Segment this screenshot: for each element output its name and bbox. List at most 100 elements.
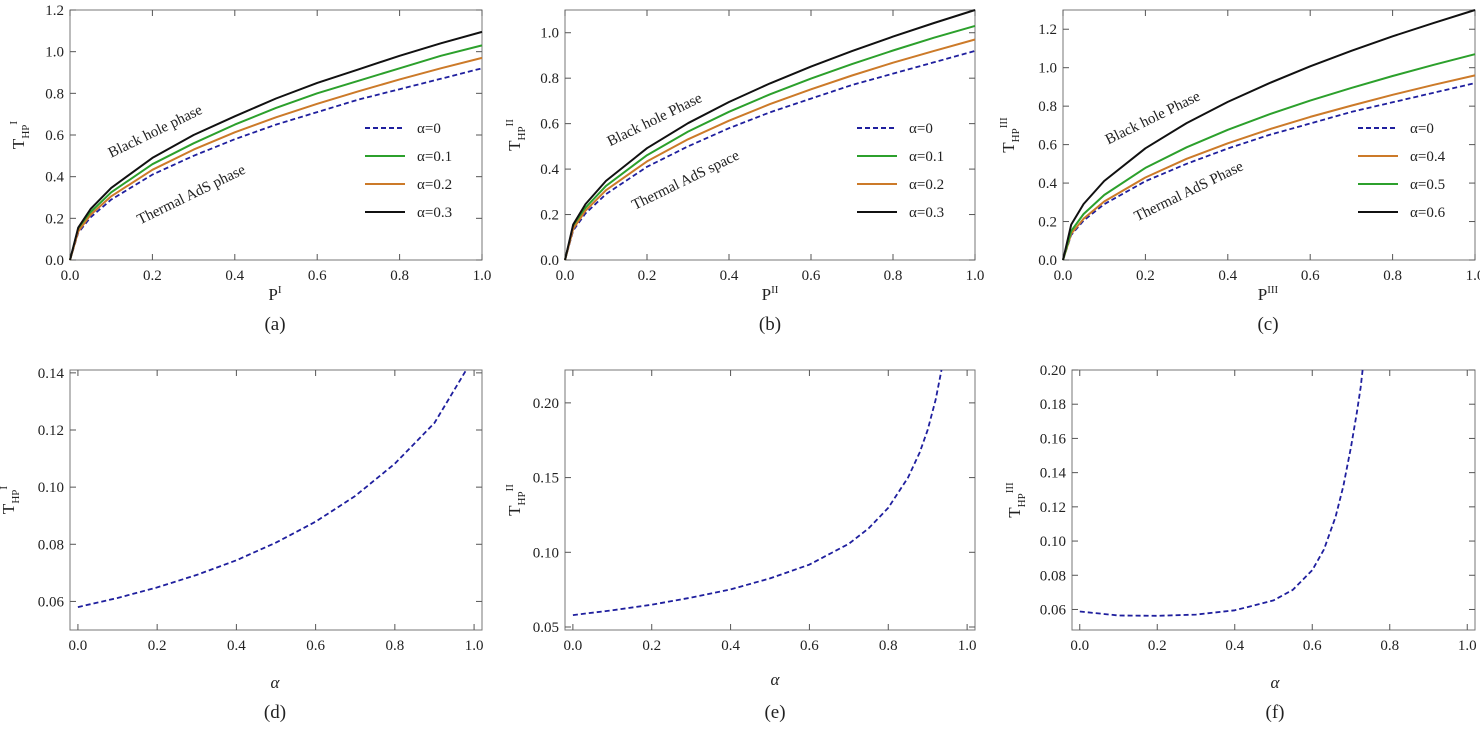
panel-caption: (a) — [264, 314, 285, 335]
x-tick-label: 0.0 — [564, 638, 583, 654]
x-tick-label: 0.6 — [1301, 268, 1320, 284]
series-line — [572, 369, 943, 616]
chart-panel-c: 0.0 0.2 0.4 0.6 0.8 1.0 0.0 0.2 0.4 0.6 0.8 1.0 1.2 B… — [998, 9, 1480, 335]
chart-panel-d: 0.0 0.2 0.4 0.6 0.8 1.0 0.06 0.08 0.10 0.12 0.14 α T… — [0, 366, 483, 723]
x-tick-label: 0.4 — [1225, 638, 1244, 654]
y-tick-label: 0.0 — [1038, 253, 1057, 269]
legend-label: α=0 — [1410, 121, 1434, 137]
phase-annotation: Thermal AdS phase — [135, 162, 249, 228]
series-line — [1062, 74, 1476, 261]
x-tick-label: 1.0 — [958, 638, 977, 654]
series-line — [1062, 53, 1476, 261]
x-tick-label: 0.4 — [721, 638, 740, 654]
series-line — [1079, 369, 1364, 617]
y-tick-label: 0.4 — [540, 162, 559, 178]
y-tick-label: 0.18 — [1040, 397, 1066, 413]
chart-panel-a: 0.0 0.2 0.4 0.6 0.8 1.0 0.0 0.2 0.4 0.6 0.8 1.0 1.2 B… — [8, 3, 491, 335]
series-line — [69, 44, 483, 261]
phase-annotation: Black hole Phase — [605, 90, 705, 150]
series-line — [564, 9, 976, 261]
y-axis-label: THPI — [0, 486, 22, 514]
panel-caption: (e) — [764, 702, 785, 723]
y-tick-label: 0.4 — [1038, 176, 1057, 192]
x-tick-label: 0.2 — [148, 638, 167, 654]
x-tick-label: 0.6 — [800, 638, 819, 654]
legend-label: α=0.1 — [417, 149, 452, 165]
legend-label: α=0.5 — [1410, 177, 1445, 193]
y-tick-label: 0.14 — [38, 366, 65, 382]
x-tick-label: 1.0 — [473, 268, 492, 284]
x-tick-label: 1.0 — [966, 268, 985, 284]
legend-label: α=0.2 — [417, 177, 452, 193]
y-tick-label: 0.0 — [45, 253, 64, 269]
phase-annotation: Thermal AdS space — [629, 148, 742, 214]
x-tick-label: 0.8 — [879, 638, 898, 654]
y-tick-label: 0.2 — [1038, 215, 1057, 231]
y-tick-label: 0.10 — [1040, 534, 1066, 550]
y-tick-label: 1.0 — [45, 45, 64, 61]
panel-caption: (d) — [264, 702, 286, 723]
chart-panel-f: 0.0 0.2 0.4 0.6 0.8 1.0 0.06 0.08 0.10 0.12 0.14 0.… — [1004, 363, 1477, 723]
y-tick-label: 0.14 — [1040, 466, 1067, 482]
y-tick-label: 0.06 — [38, 594, 65, 610]
x-tick-label: 1.0 — [465, 638, 484, 654]
y-tick-label: 0.05 — [533, 620, 559, 636]
legend-label: α=0.2 — [909, 177, 944, 193]
x-axis-label: PIII — [1258, 284, 1279, 304]
y-tick-label: 0.08 — [1040, 568, 1066, 584]
x-tick-label: 0.0 — [69, 638, 88, 654]
series-line — [1062, 9, 1476, 261]
legend-label: α=0 — [909, 121, 933, 137]
legend-label: α=0.3 — [417, 205, 452, 221]
y-tick-label: 1.0 — [1038, 61, 1057, 77]
x-tick-label: 0.0 — [1054, 268, 1073, 284]
x-tick-label: 0.6 — [802, 268, 821, 284]
x-tick-label: 0.8 — [1383, 268, 1402, 284]
series-line — [69, 56, 483, 261]
phase-annotation: Black hole phase — [106, 102, 205, 161]
y-tick-label: 0.15 — [533, 471, 559, 487]
series-line — [564, 50, 976, 261]
x-tick-label: 0.2 — [638, 268, 657, 284]
x-tick-label: 0.8 — [884, 268, 903, 284]
x-tick-label: 0.8 — [1380, 638, 1399, 654]
legend-label: α=0.3 — [909, 205, 944, 221]
series-line — [77, 369, 467, 608]
legend-label: α=0.6 — [1410, 205, 1446, 221]
x-tick-label: 0.4 — [1218, 268, 1237, 284]
x-tick-label: 0.2 — [143, 268, 162, 284]
y-axis-label: THPIII — [998, 117, 1022, 153]
plot-frame — [564, 9, 976, 261]
y-axis-label: THPII — [504, 119, 528, 151]
y-tick-label: 0.6 — [1038, 138, 1057, 154]
chart-panel-b: 0.0 0.2 0.4 0.6 0.8 1.0 0.0 0.2 0.4 0.6 0.8 1.0 Blac… — [504, 9, 985, 335]
x-tick-label: 1.0 — [1466, 268, 1480, 284]
x-tick-label: 0.2 — [642, 638, 661, 654]
plot-frame — [1071, 369, 1476, 631]
legend-label: α=0 — [417, 121, 441, 137]
y-tick-label: 0.8 — [540, 71, 559, 87]
x-axis-label: α — [271, 673, 281, 692]
x-tick-label: 0.4 — [225, 268, 244, 284]
phase-annotation: Thermal AdS Phase — [1132, 158, 1246, 225]
y-tick-label: 0.8 — [45, 86, 64, 102]
y-tick-label: 0.08 — [38, 537, 64, 553]
y-tick-label: 0.2 — [45, 211, 64, 227]
y-tick-label: 0.10 — [38, 480, 64, 496]
x-tick-label: 0.6 — [308, 268, 327, 284]
x-tick-label: 0.6 — [306, 638, 325, 654]
series-line — [1062, 82, 1476, 261]
plot-frame — [1062, 9, 1476, 261]
x-tick-label: 0.6 — [1303, 638, 1322, 654]
x-tick-label: 0.8 — [390, 268, 409, 284]
x-tick-label: 0.4 — [720, 268, 739, 284]
y-tick-label: 1.2 — [45, 3, 64, 19]
y-axis-label: THPIII — [1004, 482, 1028, 518]
x-axis-label: PII — [762, 284, 779, 304]
phase-annotation: Black hole Phase — [1103, 88, 1203, 148]
y-tick-label: 0.6 — [540, 117, 559, 133]
series-line — [564, 38, 976, 261]
y-tick-label: 0.20 — [1040, 363, 1066, 379]
x-tick-label: 0.0 — [1070, 638, 1089, 654]
y-tick-label: 0.06 — [1040, 602, 1067, 618]
